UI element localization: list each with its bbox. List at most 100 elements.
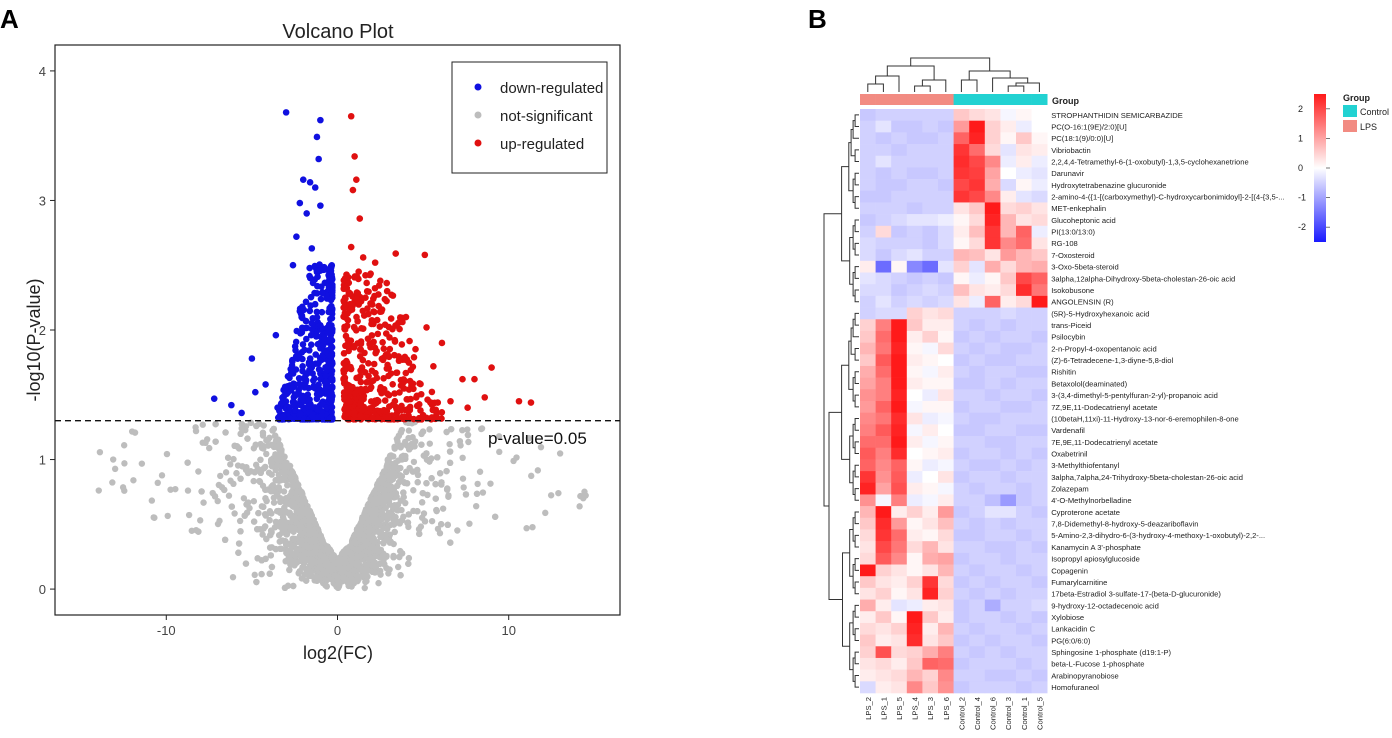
heatmap-cell — [906, 132, 923, 145]
point-not-significant — [167, 486, 174, 493]
heatmap-cell — [1031, 132, 1048, 145]
group-bar-cell — [906, 94, 923, 105]
point-not-significant — [381, 491, 389, 498]
heatmap-cell — [984, 155, 1001, 168]
point-not-significant — [274, 436, 282, 443]
point-up-regulated — [428, 400, 435, 408]
dendrogram-branch — [849, 236, 854, 285]
point-up-regulated — [351, 411, 358, 419]
heatmap-cell — [906, 307, 923, 320]
heatmap-cell — [938, 295, 954, 308]
point-up-regulated — [402, 313, 410, 321]
point-down-regulated — [286, 404, 294, 411]
y-tick-label: 0 — [39, 582, 46, 597]
point-not-significant — [374, 480, 381, 487]
point-up-regulated — [383, 390, 391, 397]
x-tick-label: 10 — [501, 623, 515, 638]
point-not-significant — [265, 469, 273, 476]
point-up-regulated — [342, 332, 350, 340]
heatmap-cell — [922, 307, 939, 320]
point-not-significant — [433, 506, 440, 514]
dendrogram-branch — [854, 394, 859, 408]
dendrogram-branch — [854, 581, 859, 595]
point-not-significant — [423, 450, 430, 457]
point-not-significant — [200, 499, 207, 506]
heatmap-cell — [922, 319, 939, 332]
point-not-significant — [382, 531, 390, 538]
point-up-regulated — [385, 365, 393, 372]
point-up-regulated — [357, 399, 365, 407]
heatmap-cell — [953, 132, 970, 145]
point-up-regulated — [350, 344, 358, 351]
heatmap-cell — [969, 155, 986, 168]
point-up-regulated — [357, 378, 365, 386]
point-not-significant — [268, 528, 275, 535]
heatmap-cell — [875, 132, 892, 145]
point-down-regulated — [313, 133, 321, 141]
point-up-regulated — [340, 304, 347, 311]
heatmap-cell — [1031, 190, 1048, 203]
point-up-regulated — [409, 380, 417, 387]
point-not-significant — [266, 570, 273, 577]
x-tick-label: 0 — [334, 623, 341, 638]
point-not-significant — [312, 532, 319, 539]
point-up-regulated — [367, 378, 375, 386]
heatmap-cell — [1031, 179, 1048, 192]
heatmap-cell — [860, 307, 876, 320]
point-down-regulated — [299, 341, 307, 348]
point-not-significant — [268, 463, 276, 470]
point-not-significant — [345, 564, 352, 571]
point-not-significant — [395, 432, 403, 440]
point-not-significant — [436, 470, 444, 477]
point-not-significant — [473, 490, 481, 497]
point-not-significant — [260, 443, 267, 450]
point-not-significant — [380, 476, 387, 484]
heatmap-cell — [906, 295, 923, 308]
point-down-regulated — [299, 176, 307, 184]
heatmap-cell — [891, 190, 908, 203]
heatmap-cell — [969, 202, 986, 215]
point-down-regulated — [286, 374, 293, 382]
dendrogram-branch — [968, 70, 1011, 80]
point-not-significant — [242, 560, 250, 567]
point-not-significant — [255, 509, 262, 517]
point-not-significant — [443, 428, 450, 436]
heatmap-cell — [922, 260, 939, 273]
point-not-significant — [259, 429, 267, 437]
point-up-regulated — [374, 330, 382, 338]
heatmap-cell — [969, 190, 986, 203]
point-not-significant — [195, 528, 202, 535]
point-not-significant — [302, 577, 310, 584]
volcano-title: Volcano Plot — [282, 21, 394, 43]
point-not-significant — [312, 543, 319, 550]
point-down-regulated — [272, 331, 280, 339]
point-down-regulated — [238, 409, 245, 417]
heatmap-cell — [938, 109, 954, 121]
point-up-regulated — [347, 243, 355, 251]
point-down-regulated — [320, 263, 328, 271]
point-not-significant — [384, 457, 392, 464]
y-tick-label: 4 — [39, 64, 46, 79]
heatmap-cell — [875, 319, 892, 332]
dendrogram-branch — [854, 114, 859, 128]
point-up-regulated — [376, 323, 384, 330]
heatmap-cell — [1016, 284, 1032, 297]
point-not-significant — [282, 541, 290, 548]
heatmap-cell — [922, 284, 939, 297]
point-not-significant — [537, 443, 545, 451]
point-not-significant — [235, 549, 242, 556]
point-up-regulated — [367, 383, 375, 391]
heatmap-cell — [1031, 214, 1048, 227]
point-not-significant — [184, 487, 192, 494]
point-down-regulated — [302, 317, 310, 325]
point-not-significant — [277, 498, 284, 506]
point-up-regulated — [391, 336, 399, 344]
point-not-significant — [416, 530, 423, 538]
point-not-significant — [523, 525, 530, 532]
point-down-regulated — [282, 109, 290, 116]
point-not-significant — [214, 520, 222, 528]
point-up-regulated — [396, 389, 403, 396]
point-not-significant — [228, 503, 236, 510]
point-down-regulated — [318, 308, 326, 316]
